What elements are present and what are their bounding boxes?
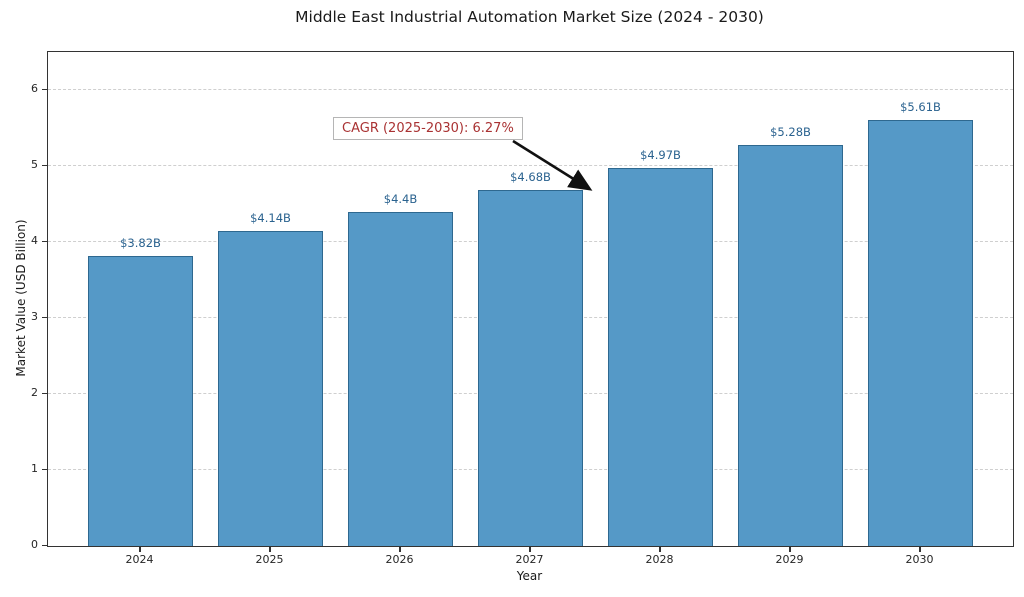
bar-2030	[868, 119, 973, 546]
x-tick-mark	[399, 546, 401, 552]
x-tick-label-2030: 2030	[905, 553, 934, 566]
bar-value-label: $4.14B	[250, 211, 291, 226]
y-tick-mark	[42, 240, 47, 242]
y-tick-mark	[42, 316, 47, 318]
x-tick-label-2024: 2024	[125, 553, 154, 566]
bar-2025	[218, 231, 323, 546]
x-tick-mark	[659, 546, 661, 552]
x-tick-mark	[789, 546, 791, 552]
y-tick-label: 1	[31, 462, 38, 475]
bar-value-label: $4.97B	[640, 148, 681, 163]
x-tick-mark	[919, 546, 921, 552]
x-tick-mark	[269, 546, 271, 552]
x-tick-label-2027: 2027	[515, 553, 544, 566]
y-tick-label: 3	[31, 310, 38, 323]
x-tick-label-2029: 2029	[775, 553, 804, 566]
y-tick-mark	[42, 164, 47, 166]
gridline-y5	[48, 165, 1013, 166]
x-tick-label-2028: 2028	[645, 553, 674, 566]
bar-2028	[608, 168, 713, 546]
y-tick-label: 0	[31, 538, 38, 551]
x-tick-label-2026: 2026	[385, 553, 414, 566]
x-axis-label: Year	[516, 569, 543, 583]
bar-value-label: $4.4B	[383, 191, 418, 206]
cagr-annotation: CAGR (2025-2030): 6.27%	[333, 117, 523, 140]
y-tick-label: 6	[31, 82, 38, 95]
annotation-arrow-icon	[512, 139, 593, 191]
x-tick-mark	[529, 546, 531, 552]
chart-title: Middle East Industrial Automation Market…	[295, 8, 764, 26]
x-tick-mark	[139, 546, 141, 552]
bar-value-label: $5.61B	[900, 99, 941, 114]
bar-2029	[738, 144, 843, 546]
y-tick-mark	[42, 88, 47, 90]
x-tick-label-2025: 2025	[255, 553, 284, 566]
y-axis-label: Market Value (USD Billion)	[14, 219, 28, 377]
y-tick-mark	[42, 544, 47, 546]
gridline-y6	[48, 89, 1013, 90]
y-tick-label: 4	[31, 234, 38, 247]
bar-2026	[348, 211, 453, 546]
bar-value-label: $4.68B	[510, 170, 551, 185]
bar-value-label: $5.28B	[770, 124, 811, 139]
y-tick-mark	[42, 392, 47, 394]
bar-2024	[88, 255, 193, 546]
y-tick-label: 5	[31, 158, 38, 171]
y-tick-label: 2	[31, 386, 38, 399]
y-tick-mark	[42, 468, 47, 470]
plot-area: $3.82B $4.14B $4.4B $4.68B $4.97B $5.28B $5.61…	[47, 51, 1014, 547]
bar-value-label: $3.82B	[120, 235, 161, 250]
bar-2027	[478, 190, 583, 546]
